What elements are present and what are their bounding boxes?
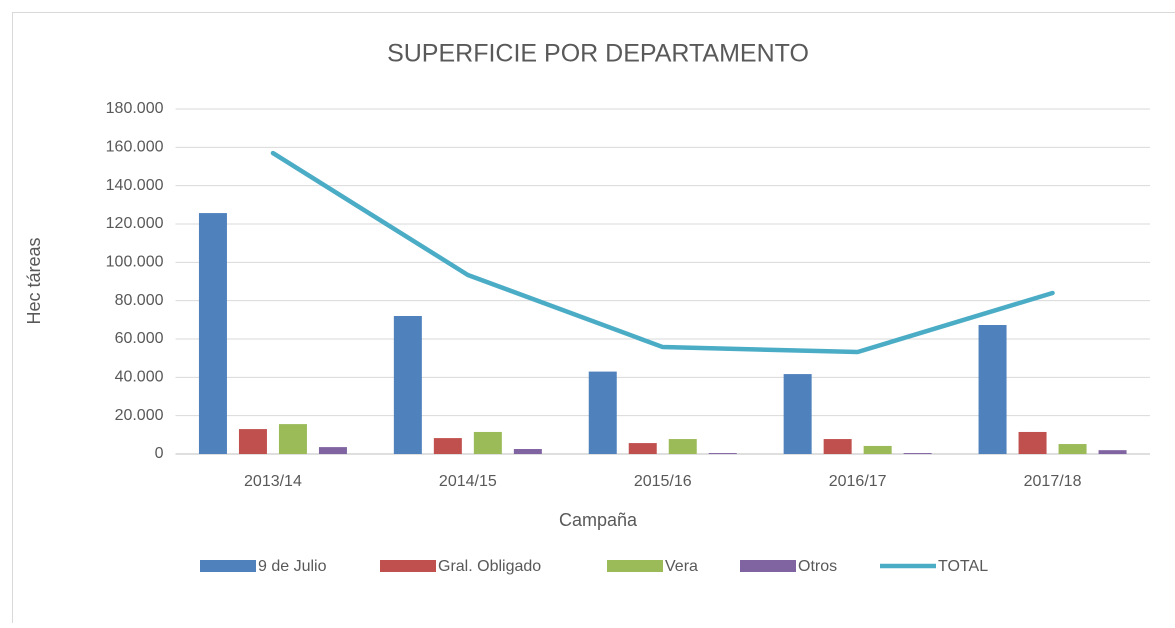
legend-label: Gral. Obligado xyxy=(438,558,541,575)
y-tick-label: 60.000 xyxy=(115,330,164,347)
y-tick-label: 120.000 xyxy=(106,215,164,232)
legend-swatch xyxy=(607,560,663,572)
bar xyxy=(589,372,617,454)
y-tick-label: 0 xyxy=(155,445,164,462)
legend-label: Otros xyxy=(798,558,837,575)
x-tick-label: 2016/17 xyxy=(829,473,887,490)
bar xyxy=(319,447,347,454)
chart-title: SUPERFICIE POR DEPARTAMENTO xyxy=(387,40,809,68)
legend-label: TOTAL xyxy=(938,558,988,575)
y-tick-label: 80.000 xyxy=(115,292,164,309)
chart-frame xyxy=(13,13,1175,624)
bar xyxy=(474,432,502,454)
bar xyxy=(279,424,307,454)
bar xyxy=(784,374,812,454)
x-tick-label: 2014/15 xyxy=(439,473,497,490)
y-tick-label: 20.000 xyxy=(115,407,164,424)
bar xyxy=(199,213,227,454)
bar xyxy=(1019,432,1047,454)
bar xyxy=(394,316,422,454)
bar xyxy=(629,443,657,454)
legend-label: Vera xyxy=(665,558,698,575)
line-series xyxy=(273,153,1053,352)
y-tick-label: 160.000 xyxy=(106,139,164,156)
bar xyxy=(1059,444,1087,454)
bar xyxy=(514,449,542,454)
y-tick-label: 140.000 xyxy=(106,177,164,194)
x-tick-label: 2013/14 xyxy=(244,473,302,490)
x-axis-title: Campaña xyxy=(559,510,638,530)
y-tick-label: 180.000 xyxy=(106,100,164,117)
x-tick-label: 2015/16 xyxy=(634,473,692,490)
bar xyxy=(709,453,737,454)
bar xyxy=(864,446,892,454)
y-tick-label: 100.000 xyxy=(106,254,164,271)
legend-label: 9 de Julio xyxy=(258,558,327,575)
legend-swatch xyxy=(200,560,256,572)
legend-swatch xyxy=(380,560,436,572)
bar xyxy=(239,429,267,454)
bar xyxy=(904,453,932,454)
bar xyxy=(1099,450,1127,454)
bar xyxy=(824,439,852,454)
y-tick-label: 40.000 xyxy=(115,369,164,386)
y-axis-title: Hec táreas xyxy=(24,237,44,324)
bar xyxy=(979,325,1007,454)
x-tick-label: 2017/18 xyxy=(1024,473,1082,490)
bar xyxy=(669,439,697,454)
legend-swatch xyxy=(740,560,796,572)
bar xyxy=(434,438,462,454)
